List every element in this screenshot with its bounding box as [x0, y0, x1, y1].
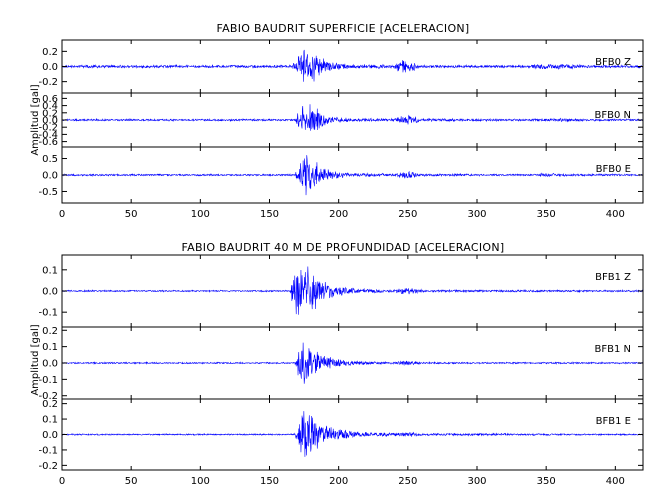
channel-label: BFB0 E [596, 164, 631, 175]
x-tick-label: 50 [125, 476, 138, 487]
channel-panel: 0.2 0.0 -0.2 BFB0 Z [38, 39, 644, 94]
depth-chart-title: FABIO BAUDRIT 40 M DE PROFUNDIDAD [ACELE… [182, 241, 505, 254]
x-tick-label: 400 [606, 209, 625, 220]
y-tick-label: -0.1 [38, 445, 58, 456]
x-tick-label: 50 [125, 209, 138, 220]
y-tick-label: 0.2 [42, 326, 58, 337]
x-tick-label: 0 [59, 209, 65, 220]
waveform-trace [61, 342, 644, 384]
x-tick-label: 300 [467, 209, 486, 220]
waveform-trace [61, 411, 644, 457]
y-tick-label: 0.0 [42, 359, 58, 370]
y-tick-label: 0.5 [42, 154, 58, 165]
x-tick-label: 200 [329, 476, 348, 487]
x-tick-label: 250 [398, 209, 417, 220]
x-tick-label: 250 [398, 476, 417, 487]
surface-chart: FABIO BAUDRIT SUPERFICIE [ACELERACION] A… [30, 22, 644, 220]
y-tick-label: -0.1 [38, 308, 58, 319]
y-tick-label: -0.4 [38, 130, 58, 141]
y-tick-label: -0.5 [38, 187, 58, 198]
waveform-trace [61, 266, 644, 315]
y-tick-label: 0.1 [42, 265, 58, 276]
x-tick-label: 0 [59, 476, 65, 487]
y-tick-label: 0.4 [42, 101, 58, 112]
channel-panel: 0.5 0.0 -0.5 BFB0 E [38, 146, 644, 204]
y-tick-label: 0.0 [42, 287, 58, 298]
x-tick-label: 100 [191, 476, 210, 487]
y-tick-label: 0.0 [42, 62, 58, 73]
surface-y-axis-label: Amplitud [gal] [30, 84, 41, 155]
waveform-trace [61, 104, 644, 131]
depth-y-axis-label: Amplitud [gal] [30, 324, 41, 395]
x-tick-label: 200 [329, 209, 348, 220]
y-tick-label: 0.6 [42, 94, 58, 105]
channel-panel: 0.1 0.0 -0.1 BFB1 Z [38, 254, 644, 328]
channel-label: BFB1 Z [595, 272, 631, 283]
y-tick-label: 0.1 [42, 415, 58, 426]
y-tick-label: 0.0 [42, 430, 58, 441]
y-tick-label: 0.2 [42, 47, 58, 58]
channel-panel: 0.60.40.20.0-0.2-0.4-0.6 BFB0 N [38, 92, 644, 148]
y-tick-label: -0.1 [38, 375, 58, 386]
channel-panel: 0.2 0.1 0.0 -0.1 -0.2 BFB1 E [38, 398, 644, 472]
y-tick-label: -0.2 [38, 391, 58, 402]
x-tick-label: 150 [260, 476, 279, 487]
channel-label: BFB1 E [596, 416, 631, 427]
surface-chart-title: FABIO BAUDRIT SUPERFICIE [ACELERACION] [216, 22, 469, 35]
x-tick-label: 400 [606, 476, 625, 487]
y-tick-label: 0.0 [42, 171, 58, 182]
x-tick-label: 300 [467, 476, 486, 487]
waveform-trace [61, 155, 643, 196]
y-tick-label: 0.0 [42, 116, 58, 127]
y-tick-label: -0.2 [38, 123, 58, 134]
x-tick-label: 350 [537, 209, 556, 220]
y-tick-label: 0.2 [42, 399, 58, 410]
y-tick-label: -0.2 [38, 77, 58, 88]
x-tick-label: 350 [537, 476, 556, 487]
channel-label: BFB0 Z [595, 57, 631, 68]
y-tick-label: -0.2 [38, 461, 58, 472]
channel-label: BFB0 N [595, 110, 632, 121]
y-tick-label: 0.2 [42, 108, 58, 119]
channel-panel: 0.2 0.1 0.0 -0.1 -0.2 BFB1 N [38, 326, 644, 402]
depth-chart: FABIO BAUDRIT 40 M DE PROFUNDIDAD [ACELE… [30, 241, 644, 487]
y-tick-label: 0.1 [42, 342, 58, 353]
y-tick-label: -0.6 [38, 137, 58, 148]
channel-label: BFB1 N [595, 344, 632, 355]
x-tick-label: 100 [191, 209, 210, 220]
waveform-trace [61, 49, 644, 82]
x-tick-label: 150 [260, 209, 279, 220]
